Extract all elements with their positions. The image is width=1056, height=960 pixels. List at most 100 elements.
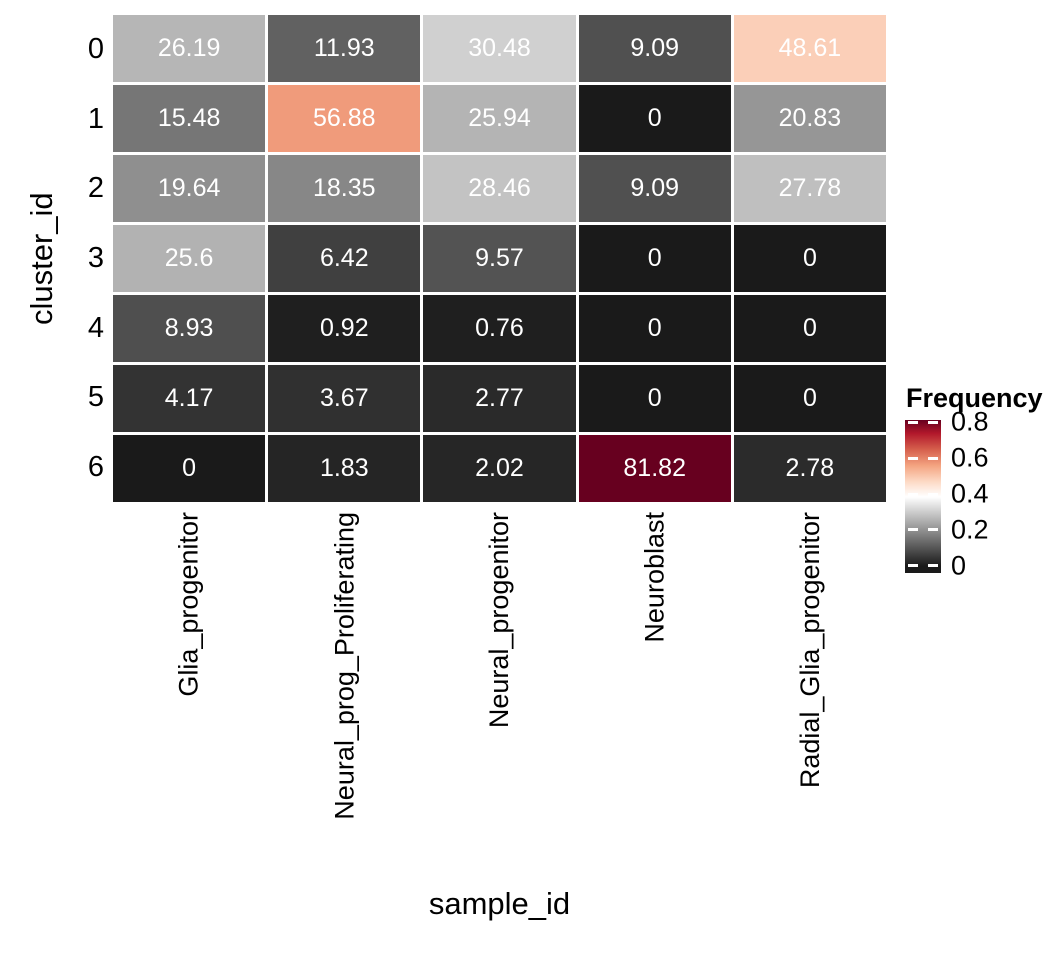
legend-tick-mark xyxy=(928,420,938,424)
legend-tick-mark xyxy=(908,492,918,496)
heatmap-cell-value: 6.42 xyxy=(319,244,369,272)
legend: Frequency 0.8 0.6 0.4 0.2 0 xyxy=(905,383,1055,579)
heatmap-cell-value: 9.09 xyxy=(630,34,680,62)
heatmap-cell: 9.09 xyxy=(578,15,731,82)
heatmap-cell-value: 30.48 xyxy=(468,34,531,62)
heatmap-cell-value: 15.48 xyxy=(157,104,221,132)
heatmap-cell-value: 2.77 xyxy=(475,384,524,412)
heatmap-cell: 20.83 xyxy=(733,85,886,152)
heatmap-cell: 0 xyxy=(578,365,731,432)
heatmap-cell-value: 8.93 xyxy=(164,314,214,342)
heatmap-cell-value: 25.6 xyxy=(164,244,214,272)
heatmap-cell-value: 0 xyxy=(802,384,817,412)
heatmap-cell: 3.67 xyxy=(268,365,421,432)
heatmap-cell-value: 19.64 xyxy=(157,174,221,202)
heatmap-cell-value: 2.78 xyxy=(785,454,835,482)
y-tick-label: 5 xyxy=(87,381,104,414)
heatmap-cell-value: 0.92 xyxy=(319,314,369,342)
heatmap-cell: 15.48 xyxy=(113,85,266,152)
heatmap-cell: 0 xyxy=(578,225,731,292)
heatmap-cell: 2.78 xyxy=(733,435,886,502)
heatmap-cell: 1.83 xyxy=(268,435,421,502)
heatmap-cell: 0 xyxy=(733,225,886,292)
heatmap-cell-value: 0 xyxy=(182,454,197,482)
legend-tick-label: 0.4 xyxy=(951,478,989,509)
legend-tick-mark xyxy=(908,564,918,568)
legend-tick-label: 0.8 xyxy=(951,406,989,437)
x-tick-label: Neural_progenitor xyxy=(484,512,515,729)
heatmap-cell-value: 1.83 xyxy=(319,454,369,482)
legend-tick-label: 0.6 xyxy=(951,442,989,473)
heatmap-cell: 19.64 xyxy=(113,155,266,222)
y-tick-label: 4 xyxy=(87,311,104,344)
heatmap-cell: 6.42 xyxy=(268,225,421,292)
heatmap-cell-value: 0 xyxy=(802,244,817,272)
legend-title: Frequency xyxy=(906,383,1043,413)
heatmap-cell: 11.93 xyxy=(268,15,421,82)
heatmap-cell-value: 25.94 xyxy=(468,104,531,132)
heatmap-cell-value: 20.83 xyxy=(778,104,842,132)
heatmap-cell: 0.76 xyxy=(423,295,576,362)
heatmap-cell: 48.61 xyxy=(733,15,886,82)
heatmap-cell: 25.94 xyxy=(423,85,576,152)
heatmap-cell: 0 xyxy=(113,435,266,502)
heatmap-cell-value: 11.93 xyxy=(313,34,375,62)
heatmap-cell-value: 0 xyxy=(647,384,662,412)
legend-tick-mark xyxy=(928,456,938,460)
heatmap-cell: 0.92 xyxy=(268,295,421,362)
heatmap-cell-value: 0 xyxy=(647,244,662,272)
heatmap-cell: 30.48 xyxy=(423,15,576,82)
heatmap-cell-value: 48.61 xyxy=(778,34,842,62)
heatmap-cell-value: 27.78 xyxy=(778,174,842,202)
heatmap-cell: 28.46 xyxy=(423,155,576,222)
y-axis-tick-labels: 0 1 2 3 4 5 6 xyxy=(0,15,104,502)
legend-tick-mark xyxy=(928,528,938,532)
heatmap-cell-value: 26.19 xyxy=(157,34,221,62)
heatmap-cell: 27.78 xyxy=(733,155,886,222)
heatmap-cell-value: 2.02 xyxy=(475,454,524,482)
y-tick-label: 3 xyxy=(87,242,104,275)
heatmap-cell: 8.93 xyxy=(113,295,266,362)
x-axis-title: sample_id xyxy=(428,886,571,921)
y-tick-label: 1 xyxy=(87,102,104,135)
x-tick-label: Radial_Glia_progenitor xyxy=(794,512,825,789)
heatmap-cell: 9.57 xyxy=(423,225,576,292)
heatmap-cell: 25.6 xyxy=(113,225,266,292)
heatmap-cell: 56.88 xyxy=(268,85,421,152)
heatmap-cell-value: 56.88 xyxy=(313,104,376,132)
heatmap-cell-value: 3.67 xyxy=(319,384,369,412)
legend-tick-mark xyxy=(908,420,918,424)
legend-colorbar xyxy=(905,420,941,573)
heatmap-cell-value: 81.82 xyxy=(623,454,686,482)
heatmap-cell: 81.82 xyxy=(578,435,731,502)
heatmap-cell-value: 0 xyxy=(647,314,662,342)
y-tick-label: 6 xyxy=(87,450,104,483)
x-tick-label: Glia_progenitor xyxy=(174,512,205,697)
legend-tick-mark xyxy=(908,528,918,532)
heatmap-cell-value: 4.17 xyxy=(164,384,214,412)
heatmap-cell: 0 xyxy=(578,295,731,362)
legend-tick-mark xyxy=(908,456,918,460)
legend-tick-mark xyxy=(928,564,938,568)
heatmap-cell: 0 xyxy=(733,295,886,362)
y-tick-label: 0 xyxy=(87,33,104,66)
heatmap-cell-value: 9.09 xyxy=(630,174,680,202)
heatmap-grid: 26.19 11.93 30.48 9.09 48.61 15.48 56.88 25.94 0… xyxy=(113,15,886,502)
y-tick-label: 2 xyxy=(87,172,104,205)
x-tick-label: Neural_prog_Proliferating xyxy=(329,512,360,820)
legend-tick-label: 0 xyxy=(951,550,967,581)
heatmap-cell: 9.09 xyxy=(578,155,731,222)
heatmap-cell-value: 0 xyxy=(802,314,817,342)
heatmap-cell: 0 xyxy=(733,365,886,432)
heatmap-cell-value: 0.76 xyxy=(475,314,524,342)
heatmap-cell: 18.35 xyxy=(268,155,421,222)
heatmap-cell-value: 0 xyxy=(647,104,662,132)
heatmap-cell: 2.02 xyxy=(423,435,576,502)
heatmap-cell-value: 18.35 xyxy=(313,174,376,202)
legend-tick-label: 0.2 xyxy=(951,514,989,545)
legend-tick-mark xyxy=(928,492,938,496)
heatmap-cell: 2.77 xyxy=(423,365,576,432)
heatmap-cell: 4.17 xyxy=(113,365,266,432)
heatmap-cell: 0 xyxy=(578,85,731,152)
